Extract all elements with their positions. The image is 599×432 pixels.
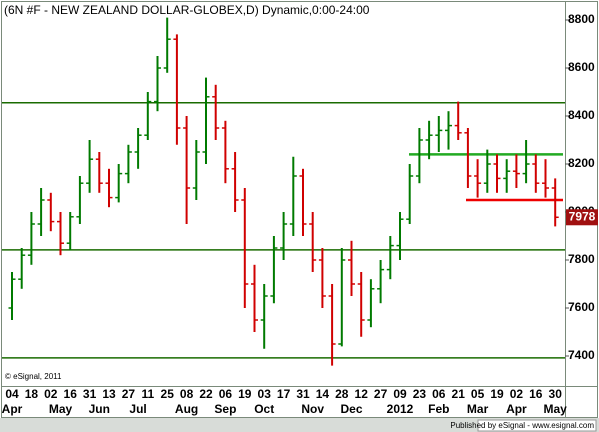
x-month-label: Aug (175, 402, 198, 416)
x-tick-label: 08 (180, 387, 194, 401)
publisher-box (477, 419, 597, 432)
x-tick-label: 23 (413, 387, 427, 401)
y-tick-label: 8200 (568, 156, 595, 170)
chart-title: (6N #F - NEW ZEALAND DOLLAR-GLOBEX,D) Dy… (4, 3, 370, 17)
x-tick-label: 11 (141, 387, 154, 401)
x-tick-label: 27 (122, 387, 136, 401)
x-month-label: Nov (301, 402, 324, 416)
y-tick-label: 8600 (568, 60, 595, 74)
x-tick-label: 16 (529, 387, 543, 401)
x-tick-label: 06 (432, 387, 446, 401)
x-tick-label: 17 (277, 387, 291, 401)
last-price-box (566, 209, 598, 226)
x-tick-label: 19 (490, 387, 504, 401)
x-month-label: Feb (428, 402, 449, 416)
footnote: © eSignal, 2011 (5, 372, 62, 381)
x-tick-label: 30 (549, 387, 563, 401)
x-tick-label: 13 (102, 387, 116, 401)
x-month-label: May (544, 402, 568, 416)
x-tick-label: 27 (374, 387, 388, 401)
y-tick-label: 8400 (568, 108, 595, 122)
footer-bar (0, 418, 599, 432)
x-tick-label: 12 (355, 387, 369, 401)
y-tick-label: 7400 (568, 348, 595, 362)
x-tick-label: 04 (5, 387, 19, 401)
x-tick-label: 31 (83, 387, 97, 401)
x-tick-label: 03 (258, 387, 272, 401)
x-tick-label: 14 (316, 387, 330, 401)
y-tick-label: 8800 (568, 12, 595, 26)
x-tick-label: 19 (238, 387, 252, 401)
y-tick-label: 7800 (568, 252, 595, 266)
x-month-label: Apr (2, 402, 23, 416)
x-tick-label: 02 (510, 387, 524, 401)
x-month-label: Apr (506, 402, 527, 416)
x-month-label: Sep (214, 402, 236, 416)
x-month-label: Mar (467, 402, 489, 416)
x-tick-label: 18 (25, 387, 39, 401)
x-tick-label: 06 (219, 387, 233, 401)
x-tick-label: 28 (335, 387, 349, 401)
x-tick-label: 25 (161, 387, 175, 401)
x-tick-label: 22 (199, 387, 213, 401)
last-price-label: 7978 (569, 209, 596, 223)
publisher: Published by eSignal - www.esignal.com (450, 421, 594, 430)
plot-area (2, 17, 565, 366)
x-tick-label: 31 (296, 387, 310, 401)
x-tick-label: 16 (64, 387, 78, 401)
x-month-label: Jun (89, 402, 110, 416)
x-tick-label: 05 (471, 387, 485, 401)
x-month-label: 2012 (387, 402, 414, 416)
x-tick-label: 02 (44, 387, 58, 401)
x-tick-label: 21 (452, 387, 466, 401)
x-month-label: Oct (254, 402, 274, 416)
x-month-label: Jul (129, 402, 146, 416)
x-month-label: Dec (340, 402, 362, 416)
x-tick-label: 09 (393, 387, 407, 401)
x-month-label: May (49, 402, 73, 416)
y-tick-label: 7600 (568, 300, 595, 314)
